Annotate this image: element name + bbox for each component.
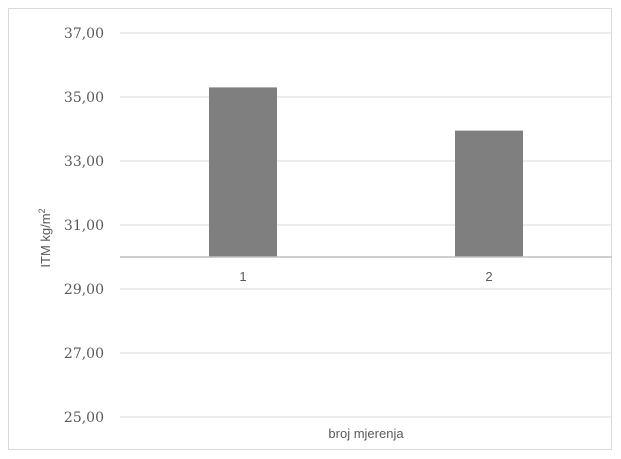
y-tick-label: 37,00 — [64, 26, 104, 42]
category-label: 1 — [239, 269, 246, 284]
y-tick-label: 29,00 — [64, 282, 104, 298]
bar-2 — [455, 130, 523, 257]
bars — [209, 87, 523, 258]
gridlines — [120, 32, 612, 418]
y-tick-label: 33,00 — [64, 154, 104, 170]
y-tick-label: 31,00 — [64, 218, 104, 234]
y-tick-label: 27,00 — [64, 346, 104, 362]
y-axis-title-main: ITM kg/m — [38, 213, 53, 267]
y-axis-title-superscript: 2 — [37, 208, 47, 213]
bar-1 — [209, 87, 277, 258]
y-tick-label: 35,00 — [64, 90, 104, 106]
x-axis-title: broj mjerenja — [328, 426, 404, 441]
y-tick-label: 25,00 — [64, 410, 104, 426]
category-label: 2 — [485, 269, 492, 284]
y-axis-title: ITM kg/m2 — [37, 208, 53, 267]
y-tick-labels: 37,00 35,00 33,00 31,00 29,00 27,00 25,00 — [64, 26, 104, 426]
